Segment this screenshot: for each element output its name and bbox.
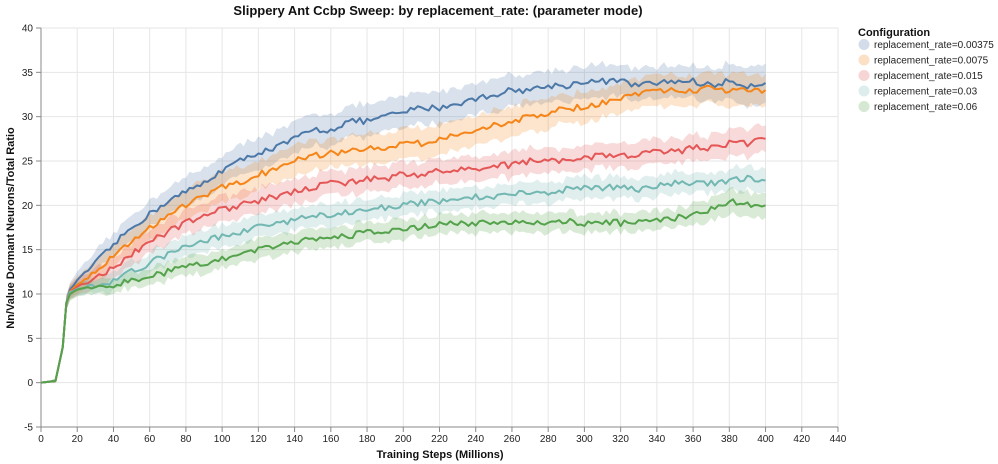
series-lines — [40, 77, 767, 384]
x-tick-label: 0 — [38, 434, 44, 445]
x-tick-label: 380 — [721, 434, 738, 445]
legend-swatch — [858, 101, 870, 112]
y-tick-label: 35 — [22, 68, 34, 79]
y-tick-label: 10 — [22, 290, 34, 301]
y-tick-label: 0 — [27, 378, 33, 389]
legend-label: replacement_rate=0.015 — [874, 71, 983, 82]
series-line-replacement-rate-0-015 — [40, 137, 766, 384]
x-tick-label: 440 — [830, 434, 847, 445]
y-tick-label: -5 — [24, 423, 33, 434]
legend-swatch — [858, 54, 870, 66]
x-tick-label: 280 — [540, 434, 557, 445]
y-axis-title: Nn/Value Dormant Neurons/Total Ratio — [5, 127, 17, 329]
y-tick-label: 30 — [22, 112, 34, 123]
legend-label: replacement_rate=0.06 — [874, 102, 978, 113]
legend-swatch — [858, 39, 870, 50]
axes: 0 20 40 60 80 100 120 140 160 180 200 220 240 260 280 3… — [22, 24, 847, 446]
legend-label: replacement_rate=0.00375 — [874, 40, 994, 51]
x-tick-label: 20 — [72, 434, 84, 445]
x-tick-label: 180 — [359, 434, 376, 445]
series-line-replacement-rate-0-06 — [40, 198, 766, 384]
x-tick-label: 140 — [286, 434, 303, 445]
x-tick-label: 420 — [793, 434, 810, 445]
x-tick-label: 200 — [395, 434, 412, 445]
x-tick-label: 260 — [504, 434, 521, 445]
legend-title: Configuration — [858, 27, 930, 39]
legend-swatch — [858, 70, 870, 81]
x-tick-label: 300 — [576, 434, 593, 445]
x-tick-label: 160 — [322, 434, 339, 445]
y-tick-label: 5 — [27, 334, 33, 345]
x-tick-label: 400 — [757, 434, 774, 445]
series-line-replacement-rate-0-03 — [40, 174, 766, 384]
legend-swatch — [858, 85, 870, 97]
x-tick-label: 320 — [612, 434, 629, 445]
y-tick-label: 40 — [22, 24, 34, 35]
x-axis-title: Training Steps (Millions) — [376, 449, 503, 461]
chart-title: Slippery Ant Ccbp Sweep: by replacement_… — [233, 3, 642, 18]
x-tick-label: 80 — [180, 434, 192, 445]
x-tick-label: 360 — [685, 434, 702, 445]
legend-label: replacement_rate=0.03 — [874, 87, 978, 98]
y-tick-label: 20 — [22, 201, 34, 212]
grid — [40, 27, 839, 428]
legend: Configuration replacement_rate=0.00375re… — [858, 27, 994, 113]
x-tick-label: 100 — [214, 434, 231, 445]
band-replacement-rate-0-06 — [41, 186, 766, 383]
y-tick-label: 15 — [22, 245, 34, 256]
x-tick-label: 40 — [108, 434, 120, 445]
legend-label: replacement_rate=0.0075 — [874, 56, 989, 67]
series-line-replacement-rate-0-0075 — [40, 84, 767, 384]
series-line-replacement-rate-0-00375 — [40, 77, 767, 384]
x-tick-label: 220 — [431, 434, 448, 445]
x-tick-label: 340 — [649, 434, 666, 445]
x-tick-label: 240 — [467, 434, 484, 445]
y-tick-label: 25 — [22, 157, 34, 168]
band-replacement-rate-0-0075 — [41, 70, 766, 383]
x-tick-label: 120 — [250, 434, 267, 445]
x-tick-label: 60 — [144, 434, 156, 445]
band-replacement-rate-0-03 — [41, 163, 766, 383]
